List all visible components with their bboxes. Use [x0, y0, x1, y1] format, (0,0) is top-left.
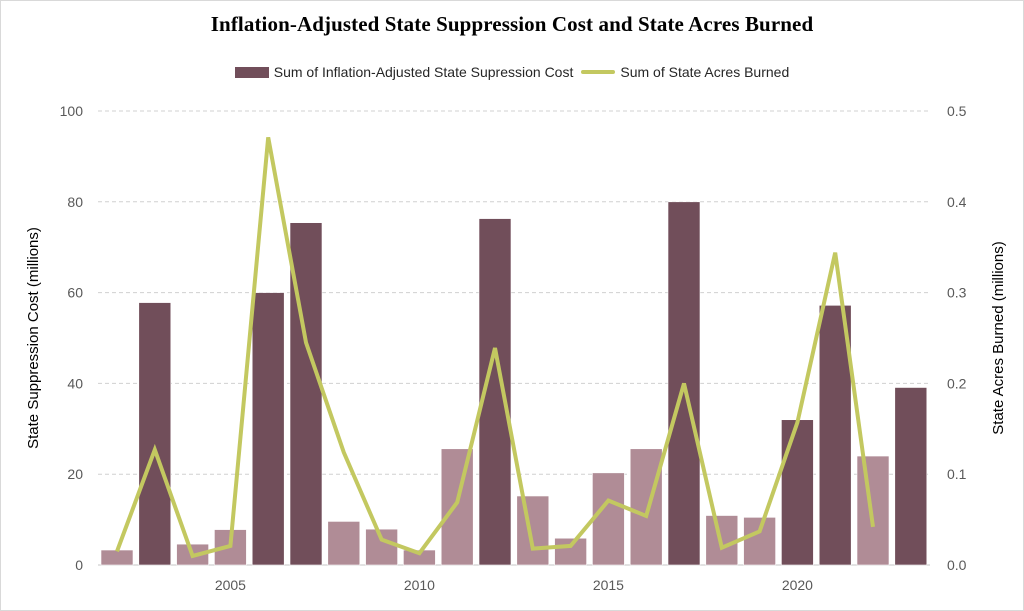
y2-tick-label: 0.1	[947, 466, 967, 482]
bar-2006[interactable]	[251, 292, 285, 566]
legend-item-acres[interactable]: Sum of State Acres Burned	[581, 64, 789, 80]
y-tick-label: 20	[67, 466, 83, 482]
x-axis: 2005 2010 2015 2020	[215, 577, 813, 593]
y2-tick-label: 0.5	[947, 103, 967, 119]
bar-2011[interactable]	[440, 448, 474, 566]
y-tick-label: 0	[75, 557, 83, 573]
bar-2016[interactable]	[629, 448, 663, 566]
x-tick-label: 2020	[782, 577, 813, 593]
legend-item-cost[interactable]: Sum of Inflation-Adjusted State Supressi…	[234, 64, 574, 80]
legend-label-acres: Sum of State Acres Burned	[620, 64, 790, 80]
bar-2022[interactable]	[856, 455, 890, 566]
y-tick-label: 100	[60, 103, 84, 119]
y2-tick-label: 0.0	[947, 557, 967, 573]
y-tick-label: 60	[67, 285, 83, 301]
bar-2015[interactable]	[592, 472, 625, 566]
legend: Sum of Inflation-Adjusted State Supressi…	[0, 64, 1024, 80]
y2-tick-label: 0.4	[947, 194, 967, 210]
legend-swatch-bar	[234, 66, 269, 78]
y-axis-title: State Suppression Cost (millions)	[25, 227, 42, 449]
y2-axis-title: State Acres Burned (millions)	[990, 241, 1007, 434]
bar-2023[interactable]	[894, 387, 928, 566]
bar-2013[interactable]	[516, 495, 550, 566]
legend-label-cost: Sum of Inflation-Adjusted State Supressi…	[273, 64, 574, 80]
bar-2002[interactable]	[100, 549, 134, 566]
x-tick-label: 2015	[593, 577, 624, 593]
x-tick-label: 2005	[215, 577, 246, 593]
y-tick-label: 80	[67, 194, 83, 210]
y-axis-left: 0 20 40 60 80 100	[60, 103, 84, 573]
bar-2003[interactable]	[138, 302, 172, 566]
chart-title: Inflation-Adjusted State Suppression Cos…	[210, 12, 814, 36]
line-series	[115, 136, 875, 559]
y2-tick-label: 0.3	[947, 285, 967, 301]
bar-2019[interactable]	[743, 517, 776, 566]
bar-series	[100, 201, 928, 566]
bar-2009[interactable]	[365, 528, 398, 566]
y2-tick-label: 0.2	[947, 375, 967, 391]
y-tick-label: 40	[67, 375, 83, 391]
y-axis-right: 0.0 0.1 0.2 0.3 0.4 0.5	[947, 103, 967, 573]
bar-2008[interactable]	[327, 521, 361, 566]
bar-2021[interactable]	[818, 305, 852, 566]
x-tick-label: 2010	[404, 577, 435, 593]
bar-2020[interactable]	[781, 419, 814, 566]
bar-2014[interactable]	[554, 537, 587, 566]
legend-swatch-line	[581, 70, 616, 74]
